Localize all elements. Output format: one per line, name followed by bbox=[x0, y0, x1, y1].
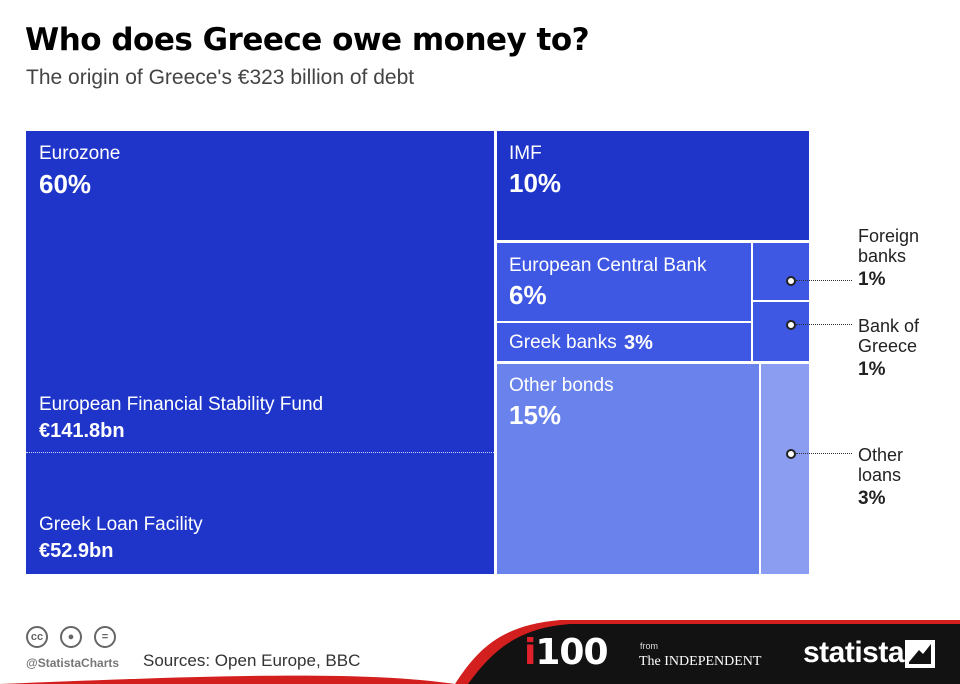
i100-logo: i100 bbox=[524, 632, 609, 673]
tile-foreign-banks bbox=[753, 243, 809, 300]
callout-label-other-loans: Other loans bbox=[858, 445, 904, 485]
statista-logo-icon bbox=[905, 640, 935, 668]
independent-logo: The INDEPENDENT bbox=[639, 654, 762, 669]
no-derivatives-icon: = bbox=[94, 626, 116, 648]
glf-value: €52.9bn bbox=[39, 540, 114, 562]
efsf-value: €141.8bn bbox=[39, 420, 125, 442]
callout-value-other-loans: 3% bbox=[858, 488, 886, 509]
tile-eurozone: Eurozone 60% European Financial Stabilit… bbox=[26, 131, 494, 574]
i100-logo-i: i bbox=[524, 632, 536, 673]
tile-greek-banks: Greek banks 3% bbox=[497, 323, 751, 361]
callout-dot-foreign-banks bbox=[786, 276, 796, 286]
attribution-icon: ● bbox=[60, 626, 82, 648]
callout-dot-bank-of-greece bbox=[786, 320, 796, 330]
tile-bank-of-greece bbox=[753, 302, 809, 361]
from-label: from bbox=[640, 641, 658, 651]
footer-sources: Sources: Open Europe, BBC bbox=[143, 651, 361, 670]
tile-ecb: European Central Bank 6% bbox=[497, 243, 751, 321]
callout-label-foreign-banks: Foreign banks bbox=[858, 226, 920, 266]
tile-label-ecb: European Central Bank bbox=[509, 255, 707, 276]
callout-leader-foreign-banks bbox=[796, 280, 852, 281]
tile-other-loans bbox=[761, 364, 809, 574]
callout-leader-other-loans bbox=[796, 453, 852, 454]
callout-label-bank-of-greece: Bank of Greece bbox=[858, 316, 920, 356]
tile-value-other-bonds: 15% bbox=[509, 400, 562, 430]
footer-handle[interactable]: @StatistaCharts bbox=[26, 656, 120, 670]
tile-value-ecb: 6% bbox=[509, 280, 547, 310]
i100-logo-100: 100 bbox=[535, 632, 608, 673]
callout-leader-bank-of-greece bbox=[796, 324, 852, 325]
tile-label-other-bonds: Other bonds bbox=[509, 375, 614, 396]
footer-accent-line bbox=[0, 675, 455, 684]
callout-value-foreign-banks: 1% bbox=[858, 269, 886, 290]
tile-value-eurozone: 60% bbox=[39, 169, 92, 199]
tile-label-imf: IMF bbox=[509, 143, 542, 164]
eurozone-divider bbox=[26, 452, 494, 453]
tile-label-greek-banks: Greek banks bbox=[509, 332, 617, 353]
callout-dot-other-loans bbox=[786, 449, 796, 459]
glf-label: Greek Loan Facility bbox=[39, 514, 203, 535]
tile-imf: IMF 10% bbox=[497, 131, 809, 240]
tile-other-bonds: Other bonds 15% bbox=[497, 364, 759, 574]
tile-value-greek-banks: 3% bbox=[624, 332, 653, 354]
statista-logo-mark bbox=[909, 644, 931, 664]
chart-subtitle: The origin of Greece's €323 billion of d… bbox=[26, 66, 415, 89]
cc-icon: cc bbox=[26, 626, 48, 648]
tile-value-imf: 10% bbox=[509, 168, 562, 198]
tile-label-eurozone: Eurozone bbox=[39, 143, 121, 164]
chart-title: Who does Greece owe money to? bbox=[25, 22, 590, 58]
efsf-label: European Financial Stability Fund bbox=[39, 394, 324, 415]
statista-logo[interactable]: statista bbox=[803, 636, 905, 669]
callout-value-bank-of-greece: 1% bbox=[858, 359, 886, 380]
